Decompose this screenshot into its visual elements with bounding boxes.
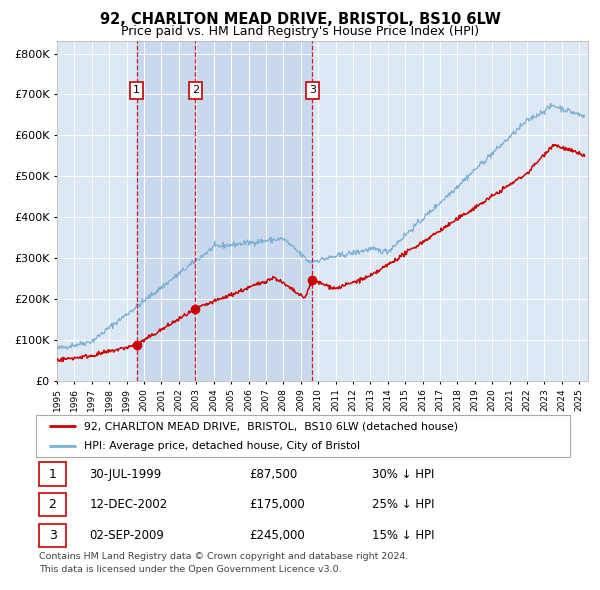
Text: 1: 1 bbox=[133, 86, 140, 96]
Text: 30% ↓ HPI: 30% ↓ HPI bbox=[373, 467, 435, 481]
FancyBboxPatch shape bbox=[38, 463, 67, 486]
Bar bbox=[196, 41, 313, 381]
Text: £245,000: £245,000 bbox=[250, 529, 305, 542]
Text: 15% ↓ HPI: 15% ↓ HPI bbox=[373, 529, 435, 542]
Text: 92, CHARLTON MEAD DRIVE, BRISTOL, BS10 6LW: 92, CHARLTON MEAD DRIVE, BRISTOL, BS10 6… bbox=[100, 12, 500, 27]
Text: Price paid vs. HM Land Registry's House Price Index (HPI): Price paid vs. HM Land Registry's House … bbox=[121, 25, 479, 38]
Text: 25% ↓ HPI: 25% ↓ HPI bbox=[373, 498, 435, 512]
Text: 3: 3 bbox=[49, 529, 56, 542]
FancyBboxPatch shape bbox=[36, 415, 570, 457]
Text: Contains HM Land Registry data © Crown copyright and database right 2024.: Contains HM Land Registry data © Crown c… bbox=[39, 552, 409, 561]
Text: 3: 3 bbox=[309, 86, 316, 96]
Text: This data is licensed under the Open Government Licence v3.0.: This data is licensed under the Open Gov… bbox=[39, 565, 341, 574]
Text: £175,000: £175,000 bbox=[250, 498, 305, 512]
Text: 2: 2 bbox=[49, 498, 56, 512]
Text: 30-JUL-1999: 30-JUL-1999 bbox=[89, 467, 161, 481]
Text: HPI: Average price, detached house, City of Bristol: HPI: Average price, detached house, City… bbox=[84, 441, 360, 451]
FancyBboxPatch shape bbox=[38, 493, 67, 516]
Text: 02-SEP-2009: 02-SEP-2009 bbox=[89, 529, 164, 542]
Text: 1: 1 bbox=[49, 467, 56, 481]
Text: 12-DEC-2002: 12-DEC-2002 bbox=[89, 498, 167, 512]
Text: 92, CHARLTON MEAD DRIVE,  BRISTOL,  BS10 6LW (detached house): 92, CHARLTON MEAD DRIVE, BRISTOL, BS10 6… bbox=[84, 421, 458, 431]
FancyBboxPatch shape bbox=[38, 524, 67, 547]
Text: £87,500: £87,500 bbox=[250, 467, 298, 481]
Bar bbox=[137, 41, 196, 381]
Text: 2: 2 bbox=[192, 86, 199, 96]
